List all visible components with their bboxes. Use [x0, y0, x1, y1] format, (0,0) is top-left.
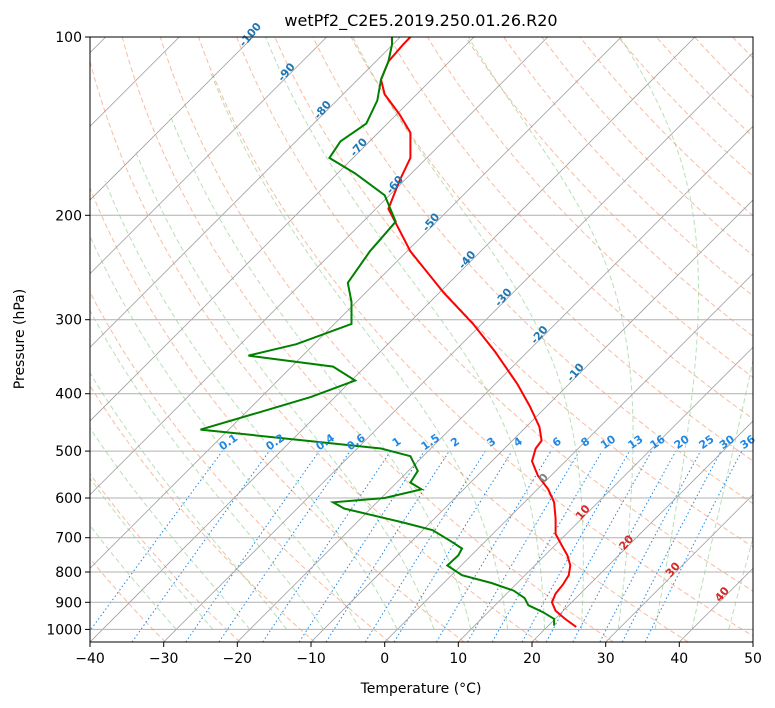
- temperature-line: [379, 37, 577, 628]
- moist-adiabat: [90, 524, 177, 630]
- isotherm-line: [90, 37, 327, 275]
- isotherm-line: [605, 494, 753, 642]
- x-axis-title: Temperature (°C): [360, 681, 482, 697]
- dry-adiabat: [90, 59, 540, 642]
- mixing-ratio-line: [644, 450, 743, 642]
- moist-adiabat: [210, 72, 509, 630]
- moist-adiabat: [90, 235, 361, 630]
- y-tick-label: 900: [55, 595, 82, 611]
- grid-lines: [90, 37, 753, 642]
- dry-adiabat: [503, 37, 753, 297]
- mixing-ratio-line: [393, 450, 513, 642]
- dry-adiabat: [312, 37, 753, 505]
- x-tick-label: −20: [223, 651, 253, 667]
- moist-adiabat: [728, 536, 753, 630]
- y-tick-label: 200: [55, 208, 82, 224]
- profile-lines: [200, 37, 577, 628]
- mixing-ratio-line: [325, 450, 450, 642]
- isotherm-line: [90, 37, 548, 496]
- y-tick-label: 700: [55, 531, 82, 547]
- moist-adiabat: [134, 149, 435, 630]
- x-tick-label: −10: [296, 651, 326, 667]
- moist-adiabat: [90, 427, 251, 630]
- moist-adiabat: [691, 358, 753, 630]
- plot-frame: [89, 36, 754, 643]
- isotherm-line: [310, 199, 753, 642]
- x-tick-label: 30: [597, 651, 615, 667]
- isotherm-line: [237, 125, 753, 642]
- dry-adiabat: [579, 37, 753, 217]
- y-tick-label: 500: [55, 444, 82, 460]
- dry-adiabat: [90, 186, 465, 642]
- dry-adiabat: [90, 291, 390, 642]
- mixing-ratio-line: [131, 450, 270, 642]
- moist-adiabat: [104, 180, 398, 630]
- dry-adiabat: [274, 37, 753, 548]
- dry-adiabat: [236, 37, 753, 592]
- y-tick-label: 800: [55, 565, 82, 581]
- x-tick-label: 10: [449, 651, 467, 667]
- isotherm-line: [90, 37, 622, 569]
- background-lines: [90, 37, 753, 642]
- moist-adiabat: [467, 37, 634, 630]
- moist-adiabat: [265, 37, 546, 630]
- isotherm-line: [163, 52, 753, 642]
- mixing-ratio-line: [90, 450, 223, 632]
- axes: −40 −30 −20 −10 0 10 20 30 40 50 1000 900 800 700 600 5…: [46, 30, 762, 667]
- isotherm-line: [90, 37, 696, 642]
- mixing-ratio-line: [572, 450, 677, 642]
- isotherm-line: [90, 37, 254, 201]
- x-tick-label: 50: [744, 651, 762, 667]
- mixing-ratio-line: [545, 450, 653, 642]
- isotherm-line: [90, 37, 475, 422]
- mixing-ratio-line: [262, 450, 392, 642]
- moist-adiabat: [169, 114, 472, 630]
- dry-adiabat: [465, 37, 753, 337]
- isotherm-line: [384, 273, 753, 642]
- dry-adiabat: [90, 384, 316, 642]
- dry-adiabat: [90, 472, 241, 642]
- moist-adiabat: [352, 37, 584, 630]
- x-tick-label: 20: [523, 651, 541, 667]
- moist-adiabat: [90, 309, 325, 630]
- mixing-ratio-line: [218, 450, 351, 642]
- x-tick-label: 40: [670, 651, 688, 667]
- mixing-ratio-line: [185, 450, 320, 642]
- isotherm-line: [531, 420, 753, 642]
- dry-adiabat: [121, 37, 614, 642]
- x-tick-label: −30: [149, 651, 179, 667]
- y-tick-label: 300: [55, 313, 82, 329]
- moist-adiabat: [619, 37, 699, 630]
- y-tick-label: 600: [55, 491, 82, 507]
- x-tick-label: 0: [380, 651, 389, 667]
- moist-adiabat: [90, 477, 214, 630]
- y-tick-label: 400: [55, 387, 82, 403]
- dry-adiabat: [426, 37, 753, 378]
- y-axis-title: Pressure (hPa): [12, 289, 28, 389]
- x-tick-label: −40: [75, 651, 105, 667]
- mixing-ratio-line: [521, 450, 630, 642]
- dry-adiabat: [350, 37, 753, 462]
- dewpoint-line: [200, 37, 556, 626]
- moist-adiabat: [90, 371, 288, 630]
- isotherm-line: [90, 37, 401, 348]
- y-tick-label: 1000: [46, 622, 82, 638]
- chart-title: wetPf2_C2E5.2019.250.01.26.R20: [284, 11, 557, 31]
- dry-adiabat: [159, 37, 689, 642]
- y-tick-label: 100: [55, 30, 82, 46]
